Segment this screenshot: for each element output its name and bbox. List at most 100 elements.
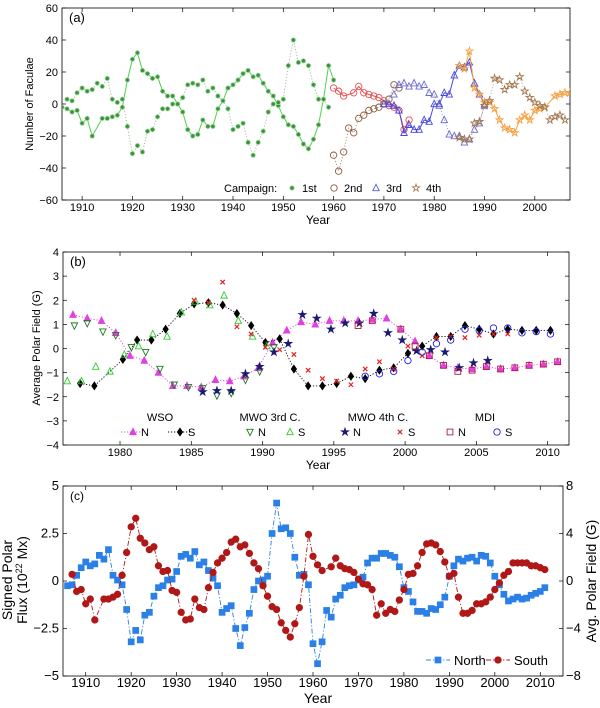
data-point [405,343,411,349]
data-point [241,71,246,76]
data-point [475,89,484,98]
y-tick-label: 40 [46,35,58,47]
data-point [264,572,271,580]
data-point [241,376,250,385]
x-tick-label: 1910 [71,675,100,690]
data-point [270,344,278,352]
data-point [432,541,440,549]
data-point [77,585,85,594]
data-point [504,324,512,332]
series-1st [64,37,332,158]
y-axis-label: Average Polar Field (G) [31,290,43,405]
data-point [186,554,194,562]
data-point [440,362,447,369]
x-tick-label: 2010 [535,447,559,459]
data-point [225,376,234,385]
y-axis-label-line1: Signed Polar [0,540,15,621]
x-tick-label: 1920 [117,675,146,690]
data-point [494,74,505,85]
data-point [204,584,213,592]
data-point [95,81,100,86]
data-point [170,381,179,390]
data-point [83,313,92,322]
data-point [135,143,140,148]
data-point [130,151,135,156]
data-point [375,370,384,378]
legend-label: N [458,427,466,439]
data-point [391,607,399,616]
data-point [170,94,175,98]
data-point [134,341,143,350]
data-point [225,86,230,90]
legend-marker [290,186,294,190]
data-point [254,565,263,573]
data-point [240,368,251,379]
legend-marker [410,182,422,193]
axes-frame [62,485,564,677]
data-point [198,385,207,394]
data-point [350,89,358,97]
legend-marker [286,427,294,436]
series-1st [62,50,337,152]
data-point [251,153,256,158]
data-point [432,340,441,348]
data-point [454,362,465,373]
data-point [484,97,495,107]
data-point [148,335,155,345]
data-point [145,129,150,134]
y-right-tick-label: 0 [566,573,573,588]
data-point [368,317,376,325]
data-point [336,591,344,599]
data-point [454,60,465,70]
data-point [211,385,222,395]
x-tick-label: 1985 [179,447,203,459]
data-point [176,308,184,319]
data-point [435,100,444,109]
data-point [396,563,403,571]
data-point [390,100,398,109]
data-point [105,76,110,81]
data-point [454,368,462,375]
x-tick-label: 1960 [299,675,328,690]
legend-title: Campaign: [224,183,277,195]
data-point [114,576,121,584]
data-point [115,113,120,118]
data-point [225,106,230,111]
data-point [65,97,70,102]
data-point [180,110,185,114]
data-point [135,50,140,55]
data-point [91,616,99,624]
data-point [518,329,526,337]
data-point [554,358,561,366]
data-point [390,367,398,376]
data-point [340,148,348,156]
data-point [296,132,301,137]
legend-label: 3rd [386,183,402,195]
data-point [415,124,424,133]
data-point [301,58,306,63]
legend-label: S [188,427,195,439]
y-right-axis-label: Avg. Polar Field (G) [583,520,599,643]
data-point [468,366,476,374]
data-point [329,151,338,159]
data-point [385,99,393,108]
data-point [246,68,251,73]
data-point [133,335,141,345]
data-point [489,103,500,114]
data-point [554,109,565,120]
data-point [250,559,258,567]
data-point [190,81,195,86]
data-point [430,89,439,98]
legend-label: South [514,653,548,668]
y-tick-label: −2.5 [33,621,59,636]
data-point [91,361,100,370]
y-tick-label: −3 [46,416,59,428]
y-right-tick-label: −8 [566,668,581,683]
y-tick-label: 0 [52,99,58,111]
data-point [450,70,459,79]
data-point [122,548,131,557]
data-point [323,607,330,614]
data-point [248,331,257,340]
data-point [295,603,304,612]
data-point [491,572,499,580]
